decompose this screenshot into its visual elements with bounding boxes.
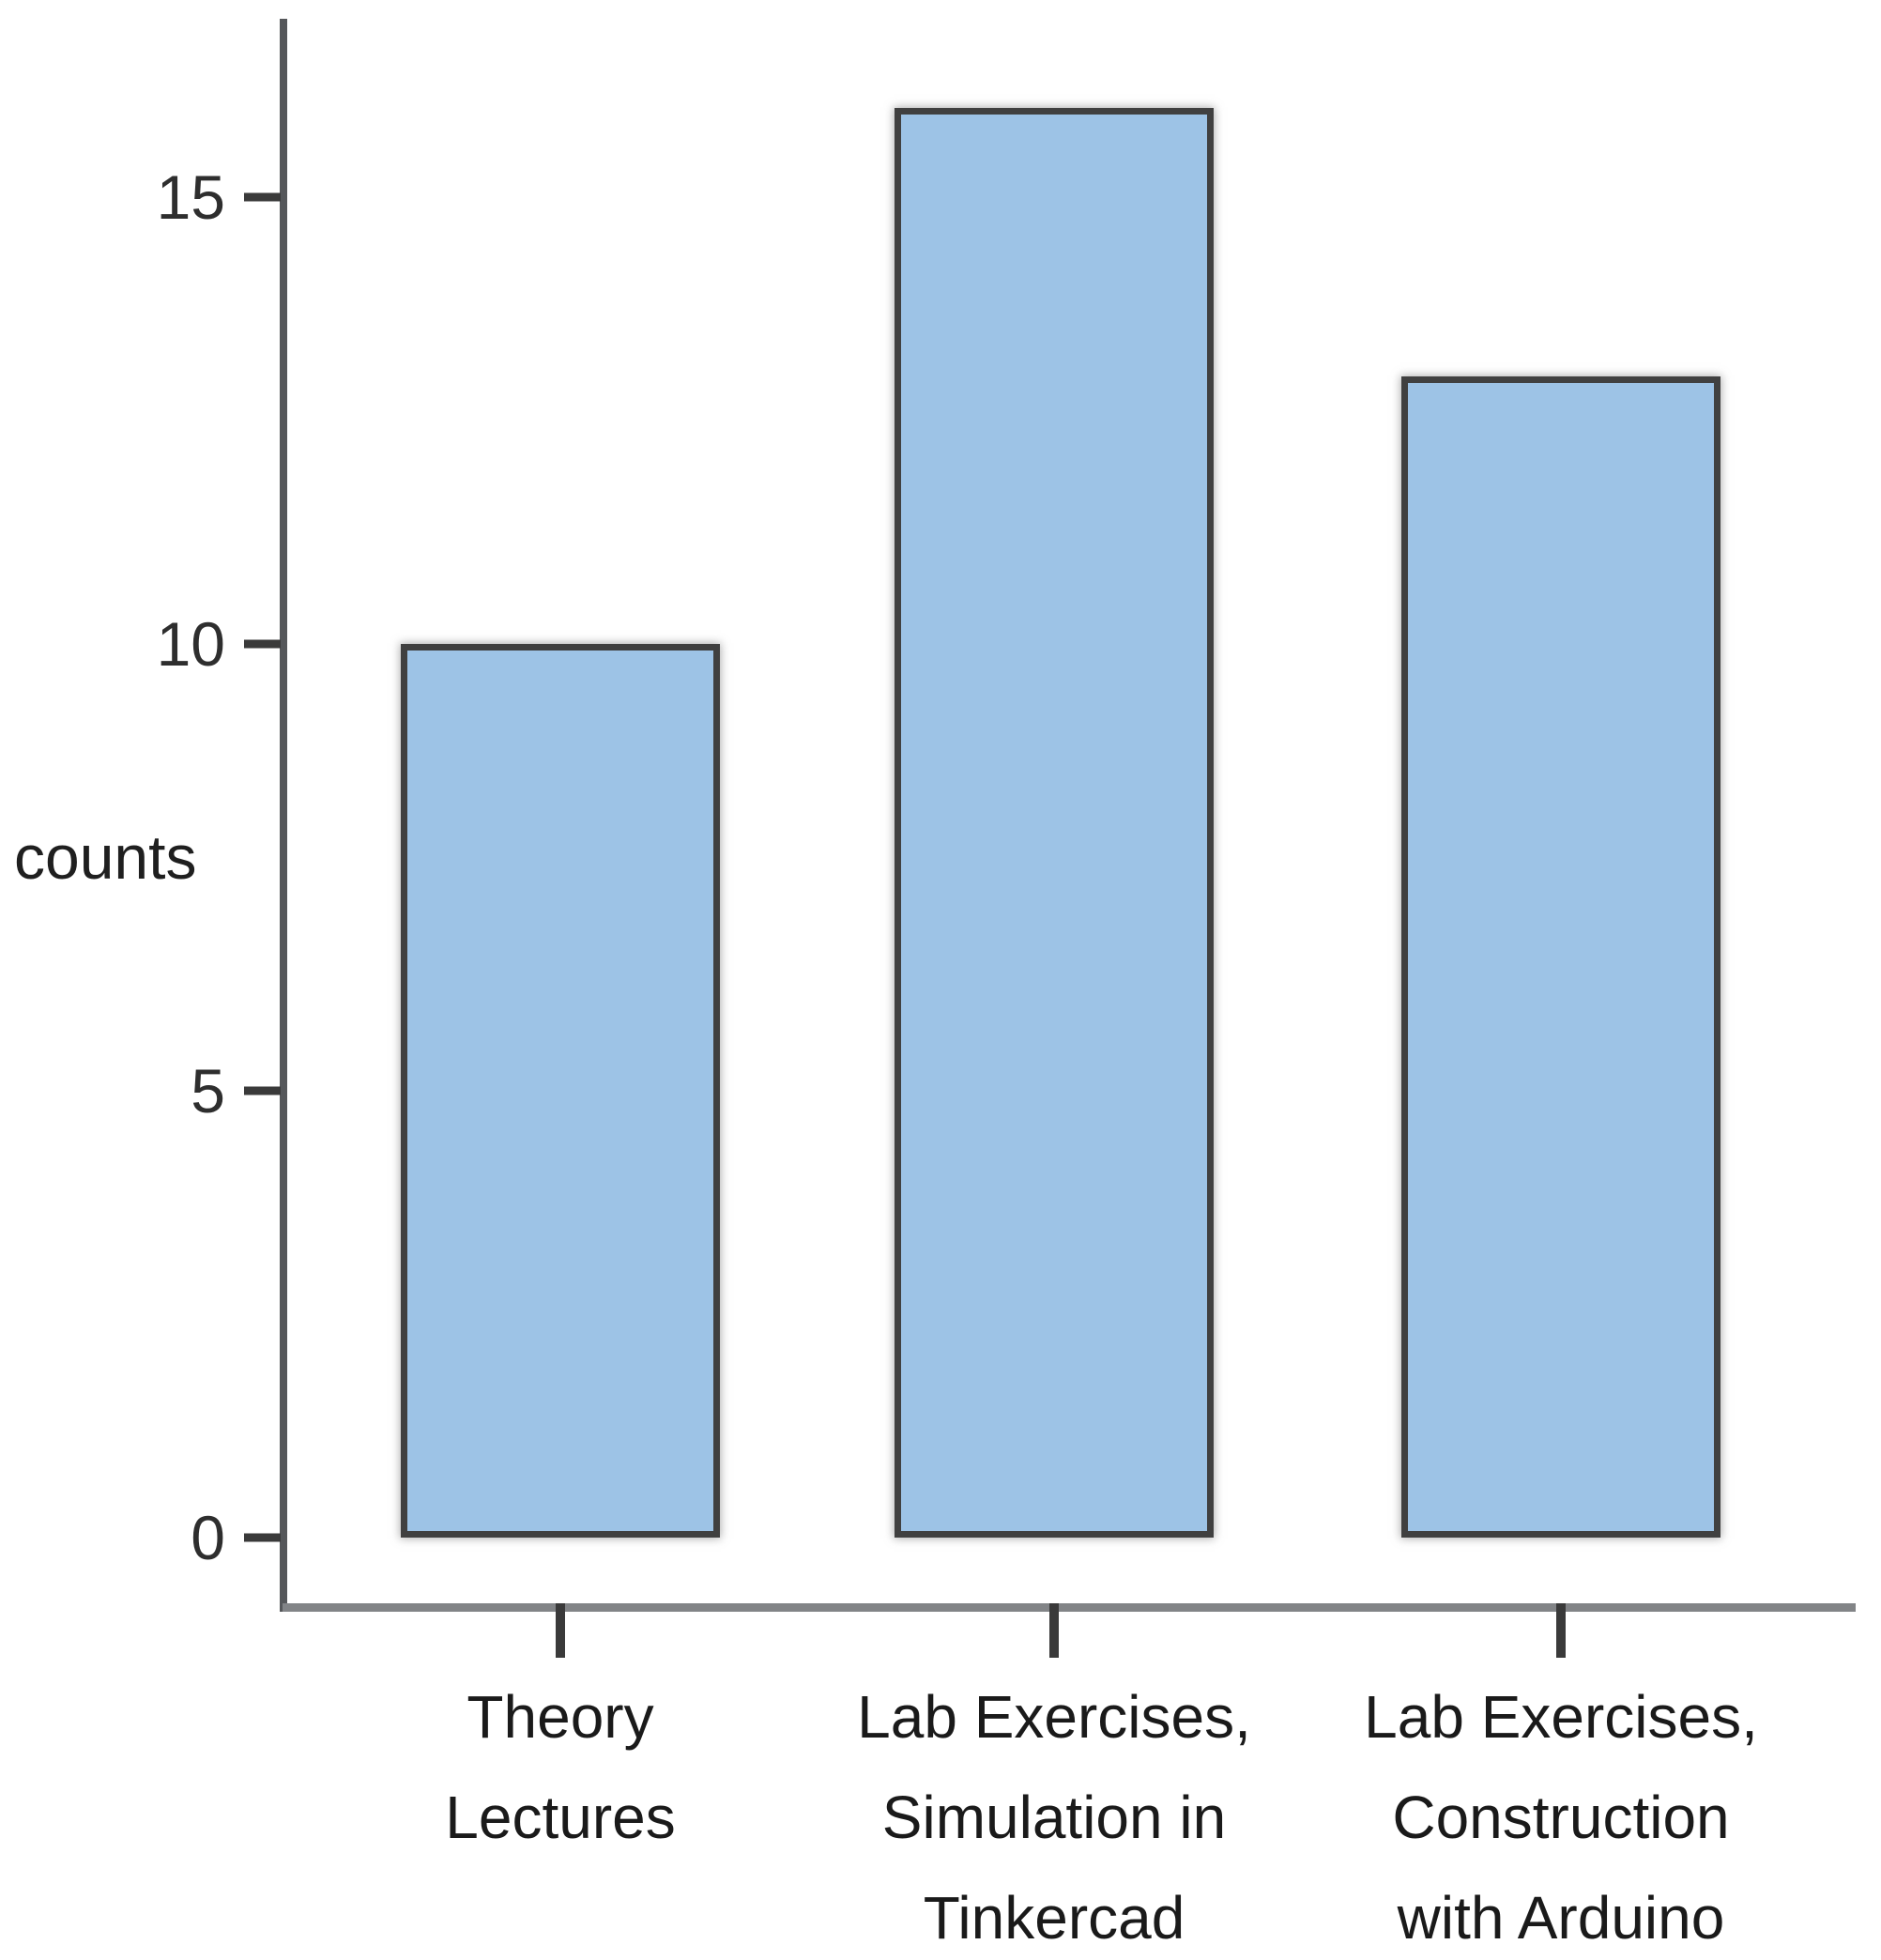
y-tick-mark <box>244 1086 281 1095</box>
x-tick-mark <box>1556 1603 1566 1658</box>
x-category-label-theory-lectures: Theory Lectures <box>260 1667 861 1868</box>
x-tick-mark <box>1049 1603 1059 1658</box>
y-tick-mark <box>244 639 281 649</box>
y-tick-mark <box>244 1533 281 1542</box>
bar-lab-exercises-construction-arduino <box>1401 376 1720 1538</box>
y-axis-line <box>280 19 287 1612</box>
x-label-line: Lab Exercises, <box>1364 1683 1758 1751</box>
y-tick-label: 15 <box>156 162 225 232</box>
y-axis-title: counts <box>14 822 197 892</box>
x-label-line: Construction <box>1392 1784 1730 1851</box>
y-tick-label: 10 <box>156 609 225 679</box>
x-category-label-construction-arduino: Lab Exercises, Construction with Arduino <box>1261 1667 1861 1960</box>
y-tick-mark <box>244 192 281 202</box>
bar-theory-lectures <box>401 644 720 1538</box>
x-axis-line <box>283 1603 1856 1612</box>
bar-lab-exercises-simulation-tinkercad <box>895 108 1214 1538</box>
y-tick-label: 0 <box>191 1503 225 1572</box>
x-label-line: Tinkercad <box>923 1884 1185 1952</box>
x-label-line: Lab Exercises, <box>857 1683 1251 1751</box>
x-label-line: Lectures <box>445 1784 676 1851</box>
x-tick-mark <box>556 1603 565 1658</box>
x-label-line: with Arduino <box>1397 1884 1725 1952</box>
x-category-label-simulation-tinkercad: Lab Exercises, Simulation in Tinkercad <box>754 1667 1354 1960</box>
x-label-line: Theory <box>466 1683 654 1751</box>
x-label-line: Simulation in <box>881 1784 1227 1851</box>
y-tick-label: 5 <box>191 1056 225 1125</box>
